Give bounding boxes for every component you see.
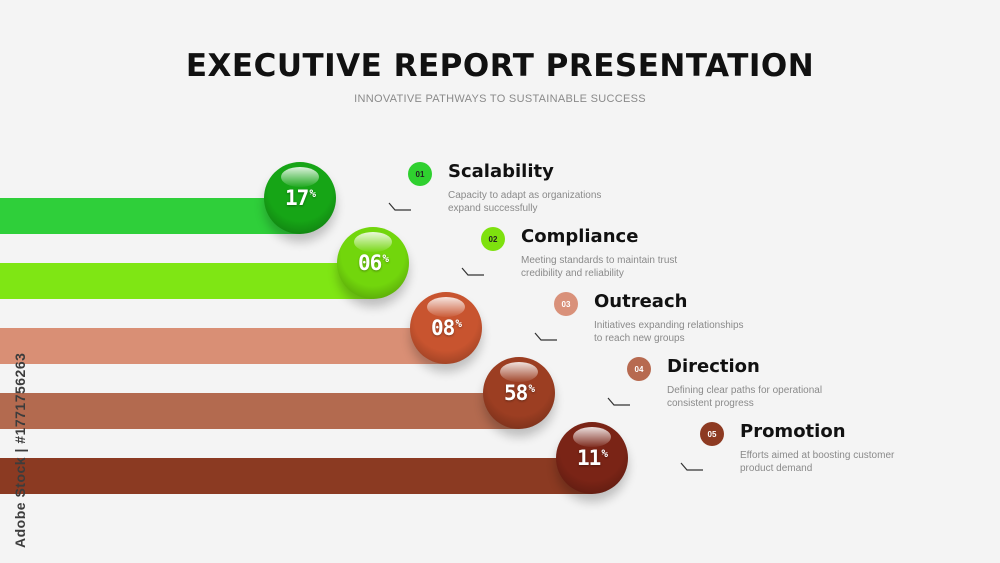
heading-2: Compliance	[521, 226, 639, 247]
desc-4-line-2: consistent progress	[667, 398, 754, 409]
badge-5: 05	[700, 422, 724, 446]
sphere-1: 17%	[264, 162, 336, 234]
percent-value-2: 06	[358, 251, 382, 275]
heading-4: Direction	[667, 356, 760, 377]
percent-symbol-1: %	[309, 187, 316, 200]
badge-number-1: 01	[415, 169, 425, 179]
desc-5-line-2: product demand	[740, 463, 813, 474]
sphere-4: 58%	[483, 357, 555, 429]
sphere-2: 06%	[337, 227, 409, 299]
percent-value-3: 08	[431, 316, 455, 340]
desc-3-line-1: Initiatives expanding relationships	[594, 320, 744, 331]
description-5: Efforts aimed at boosting customer produc…	[740, 449, 920, 475]
bar-5	[0, 458, 592, 494]
badge-2: 02	[481, 227, 505, 251]
desc-5-line-1: Efforts aimed at boosting customer	[740, 450, 895, 461]
sphere-5: 11%	[556, 422, 628, 494]
page-subtitle: INNOVATIVE PATHWAYS TO SUSTAINABLE SUCCE…	[354, 93, 646, 105]
percent-symbol-5: %	[601, 447, 608, 460]
badge-1: 01	[408, 162, 432, 186]
heading-3: Outreach	[594, 291, 688, 312]
desc-2-line-1: Meeting standards to maintain trust	[521, 255, 678, 266]
desc-2-line-2: credibility and reliability	[521, 268, 624, 279]
badge-number-5: 05	[707, 429, 717, 439]
connector-icon-5	[680, 462, 703, 471]
badge-number-4: 04	[634, 364, 644, 374]
description-3: Initiatives expanding relationships to re…	[594, 319, 774, 345]
sphere-3: 08%	[410, 292, 482, 364]
badge-4: 04	[627, 357, 651, 381]
percent-symbol-4: %	[528, 382, 535, 395]
page-title: EXECUTIVE REPORT PRESENTATION	[185, 48, 815, 84]
badge-number-2: 02	[488, 234, 498, 244]
bar-1	[0, 198, 300, 234]
percent-value-5: 11	[577, 446, 601, 470]
connector-icon-3	[534, 332, 557, 341]
desc-1-line-1: Capacity to adapt as organizations	[448, 190, 602, 201]
heading-1: Scalability	[448, 161, 554, 182]
description-4: Defining clear paths for operational cons…	[667, 384, 847, 410]
desc-3-line-2: to reach new groups	[594, 333, 685, 344]
connector-icon-4	[607, 397, 630, 406]
connector-icon-1	[388, 202, 411, 211]
stock-watermark: Adobe Stock | #1771756263	[12, 352, 28, 548]
percent-symbol-2: %	[382, 252, 389, 265]
description-1: Capacity to adapt as organizations expand…	[448, 189, 628, 215]
percent-value-4: 58	[504, 381, 528, 405]
bar-4	[0, 393, 519, 429]
desc-1-line-2: expand successfully	[448, 203, 538, 214]
badge-number-3: 03	[561, 299, 571, 309]
percent-value-1: 17	[285, 186, 309, 210]
connector-icon-2	[461, 267, 484, 276]
heading-5: Promotion	[740, 421, 846, 442]
bar-2	[0, 263, 372, 299]
badge-3: 03	[554, 292, 578, 316]
desc-4-line-1: Defining clear paths for operational	[667, 385, 823, 396]
bar-3	[0, 328, 446, 364]
description-2: Meeting standards to maintain trust credi…	[521, 254, 701, 280]
percent-symbol-3: %	[455, 317, 462, 330]
